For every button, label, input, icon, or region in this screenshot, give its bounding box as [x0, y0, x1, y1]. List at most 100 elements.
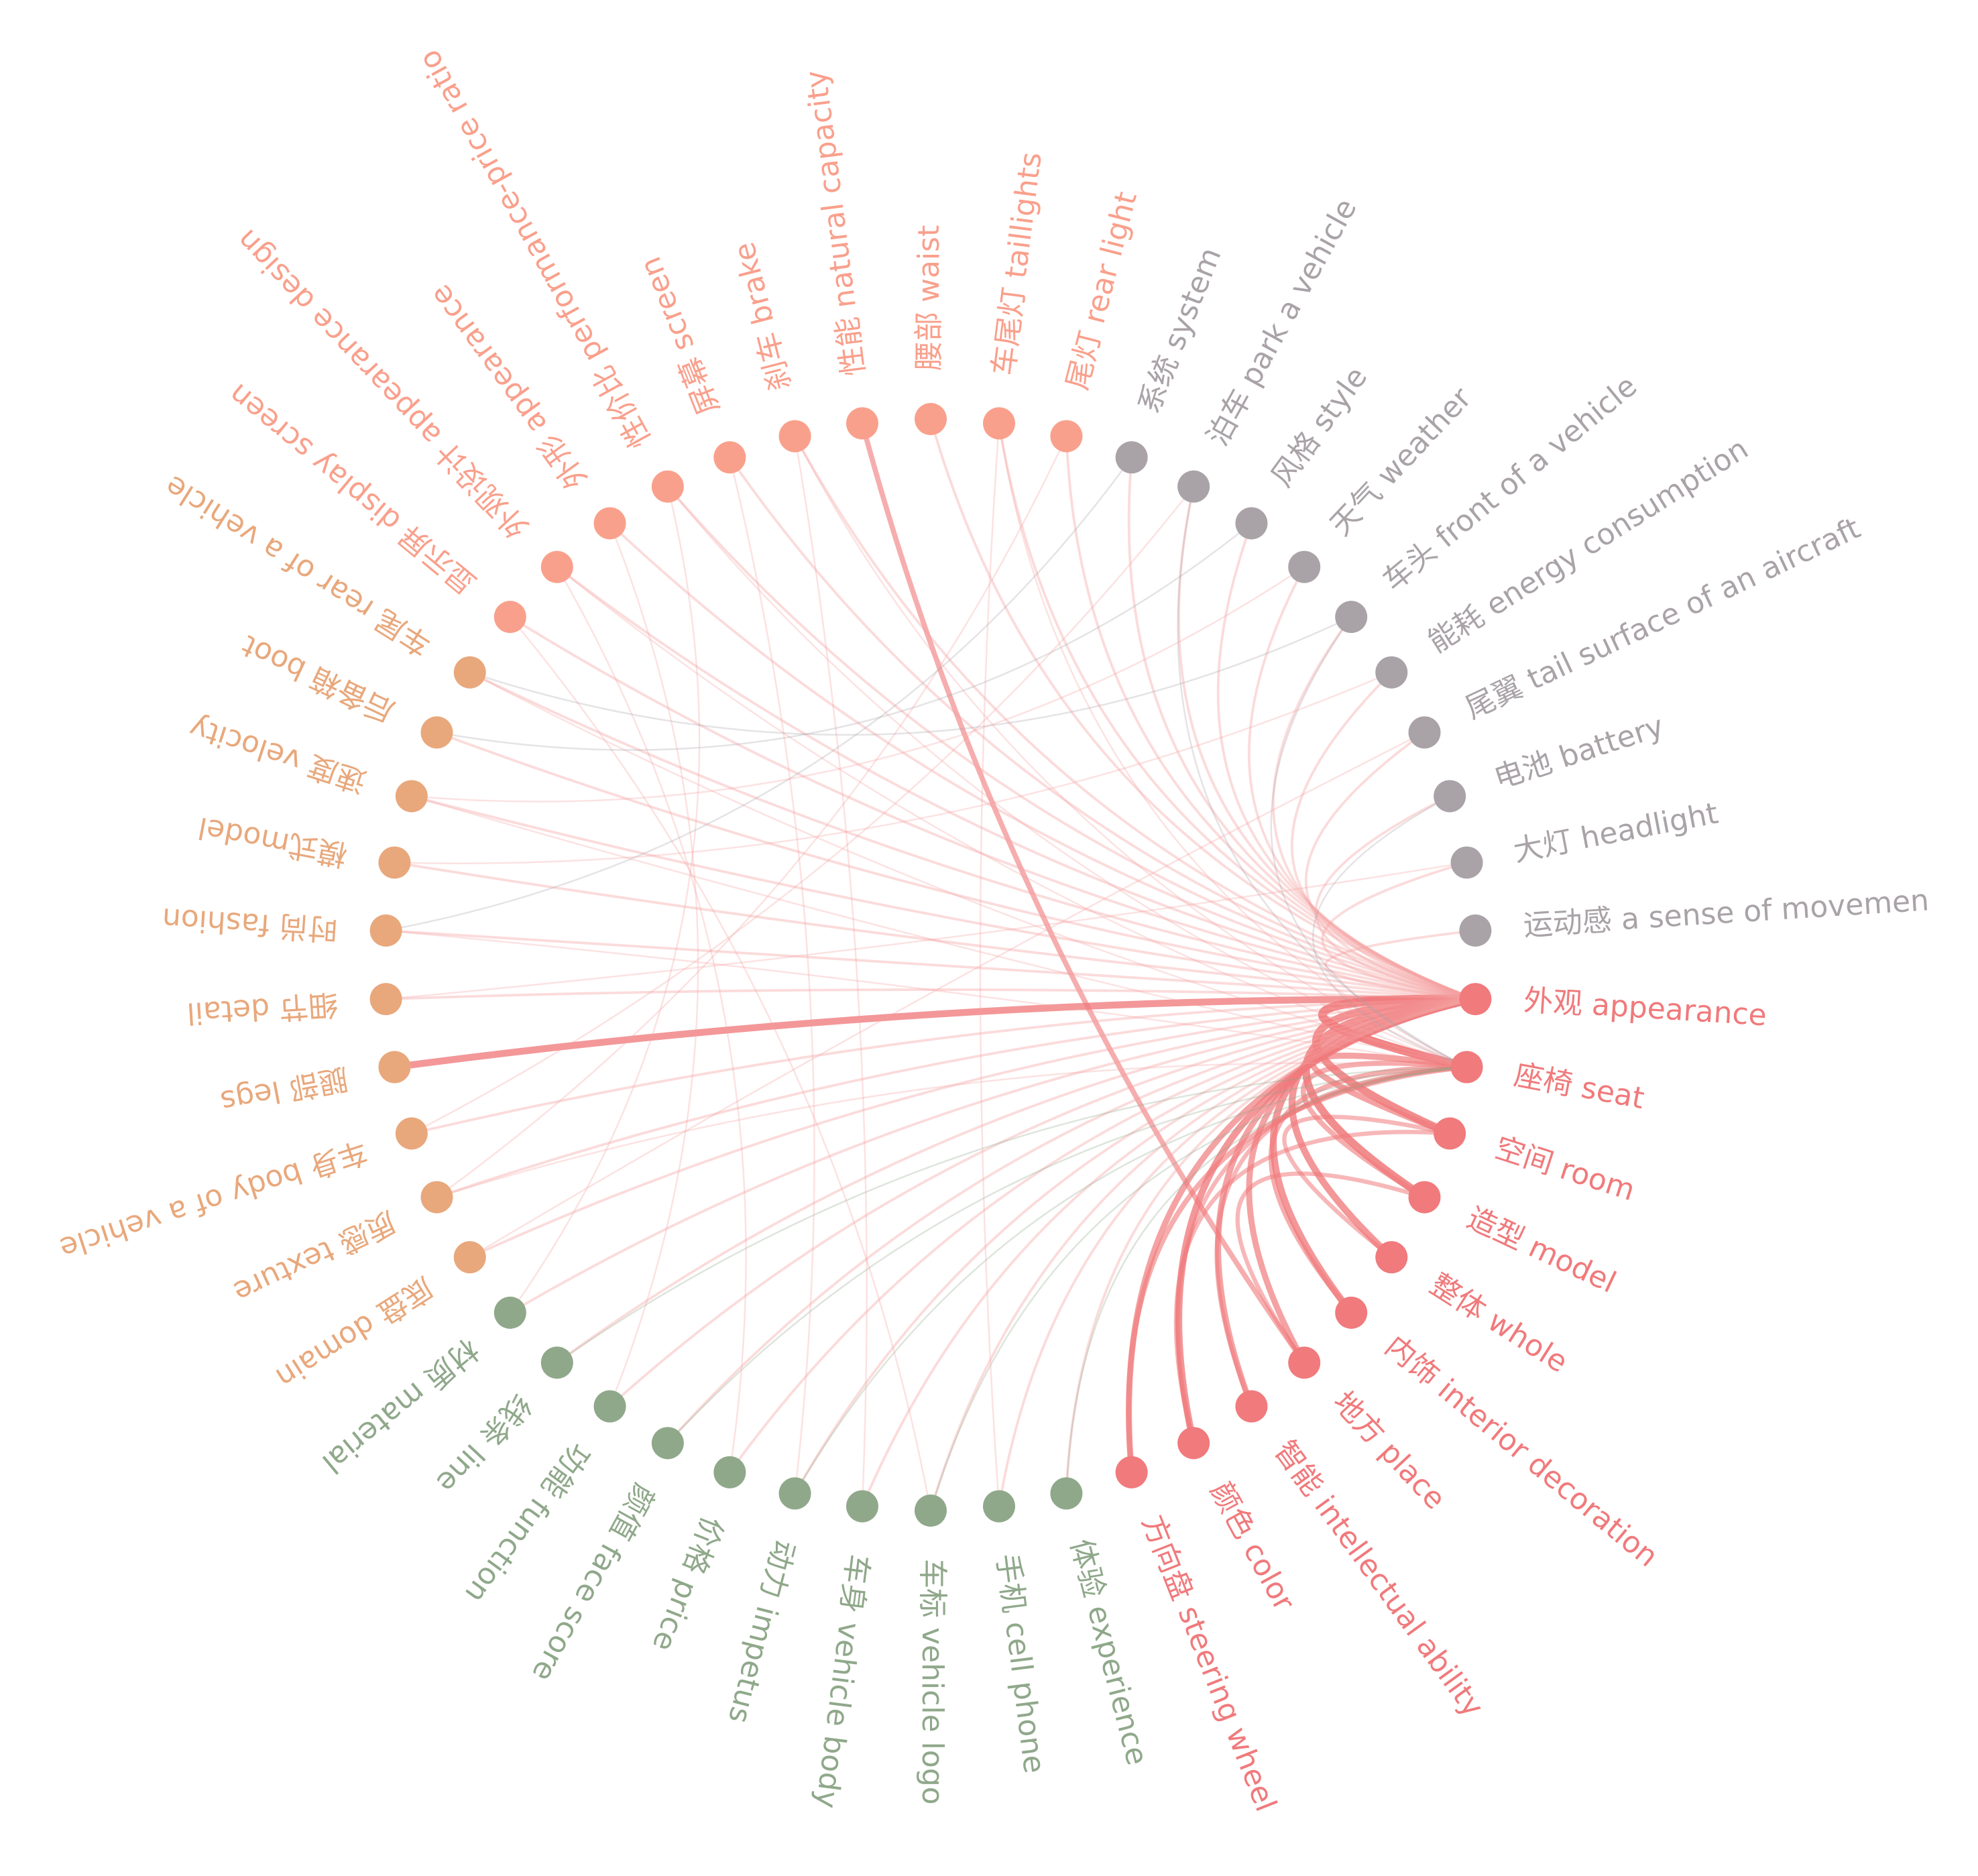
edge — [1065, 436, 1476, 1000]
node — [713, 1456, 746, 1488]
node — [983, 407, 1016, 440]
node — [1235, 1390, 1268, 1423]
edge — [666, 998, 1476, 1444]
node-label: 电池 battery — [1490, 709, 1668, 796]
edge — [666, 485, 1476, 1000]
edge — [609, 522, 699, 1407]
node-label: 外观 appearance — [1523, 984, 1768, 1033]
node — [1050, 1477, 1083, 1510]
edge — [411, 998, 1476, 1135]
edge — [794, 1066, 1467, 1494]
node-label: 质感 texture — [228, 1204, 401, 1309]
node-label: 车标 vehicle logo — [915, 1559, 949, 1805]
edge — [728, 998, 1476, 1473]
node-label: 车尾 rear of a vehicle — [159, 469, 437, 662]
edge — [1312, 995, 1476, 1137]
node-label: 细节 detail — [186, 987, 339, 1031]
edge — [1235, 1171, 1426, 1364]
node — [983, 1490, 1016, 1523]
edge — [509, 486, 701, 1313]
node — [1115, 441, 1148, 474]
node — [778, 1477, 811, 1510]
edge — [1177, 486, 1468, 1068]
edge — [509, 616, 932, 1511]
node — [1408, 716, 1441, 749]
edge — [556, 566, 747, 1473]
edge — [469, 671, 1476, 1000]
edge — [729, 457, 815, 1494]
node — [1434, 1117, 1466, 1150]
node — [846, 1490, 878, 1523]
node-label: 手机 cell phone — [990, 1552, 1051, 1775]
node-label: 座椅 seat — [1511, 1058, 1647, 1116]
node — [395, 780, 428, 813]
node — [395, 1117, 428, 1150]
edge — [469, 998, 1476, 1258]
edge — [1268, 1064, 1467, 1315]
edge — [436, 436, 1067, 1198]
node-label: 后备箱 boot — [237, 628, 400, 729]
node — [1408, 1181, 1441, 1214]
node — [1115, 1456, 1148, 1488]
edge — [1248, 566, 1476, 1000]
node — [593, 507, 626, 540]
node — [369, 914, 402, 947]
edge — [1272, 616, 1476, 1000]
edge — [469, 616, 1352, 736]
edge — [794, 436, 868, 1507]
edge — [1270, 616, 1468, 1068]
node — [493, 601, 526, 634]
node — [846, 407, 878, 440]
node-label: 模式model — [195, 810, 350, 872]
edge — [998, 423, 1476, 1000]
edge — [411, 795, 1467, 1068]
edge — [1282, 1114, 1450, 1259]
edge — [469, 671, 1467, 1068]
edge — [1065, 998, 1476, 1494]
edges — [386, 418, 1476, 1511]
edge — [437, 522, 1253, 751]
node — [453, 1241, 486, 1274]
node-label: 线条 line — [430, 1387, 538, 1499]
node — [651, 1427, 684, 1460]
edge — [1177, 486, 1476, 1000]
edge — [1214, 1065, 1467, 1407]
node-label: 体验 experience — [1063, 1535, 1154, 1769]
node-label: 地方 place — [1326, 1385, 1452, 1517]
node-label: 屏幕 screen — [633, 252, 726, 420]
edge — [557, 1066, 1467, 1364]
edge — [1304, 731, 1476, 1000]
edge — [793, 998, 1476, 1494]
node-label: 系统 system — [1132, 243, 1228, 418]
node-label: 性价比 performance-price ratio — [412, 44, 658, 453]
edge — [394, 995, 1476, 1071]
edge — [1216, 522, 1476, 1000]
edge — [929, 998, 1476, 1511]
node — [1375, 656, 1408, 689]
node-label: 腿部 legs — [218, 1061, 351, 1118]
edge — [1065, 1066, 1467, 1494]
node-label: 价格 price — [646, 1511, 730, 1655]
node — [1375, 1241, 1408, 1274]
edge — [437, 1062, 1467, 1198]
edge — [1173, 1130, 1450, 1444]
edge — [386, 457, 1132, 932]
edge — [386, 929, 1467, 1068]
node — [1288, 1346, 1321, 1379]
edge — [609, 522, 1476, 1000]
node-label: 空间 room — [1491, 1130, 1639, 1208]
node-label: 运动感 a sense of movemen — [1522, 883, 1930, 943]
node — [378, 846, 411, 879]
node — [1434, 780, 1466, 813]
node-label: 内饰 interior decoration — [1379, 1329, 1664, 1574]
node-label: 大灯 headlight — [1511, 797, 1721, 869]
edge — [469, 731, 1426, 1258]
node-label: 时尚 fashion — [161, 901, 339, 946]
node-label: 腰部 waist — [912, 225, 946, 371]
edge — [386, 988, 1476, 1001]
node-label: 车头 front of a vehicle — [1377, 369, 1643, 598]
edge — [979, 423, 1000, 1507]
node — [453, 656, 486, 689]
